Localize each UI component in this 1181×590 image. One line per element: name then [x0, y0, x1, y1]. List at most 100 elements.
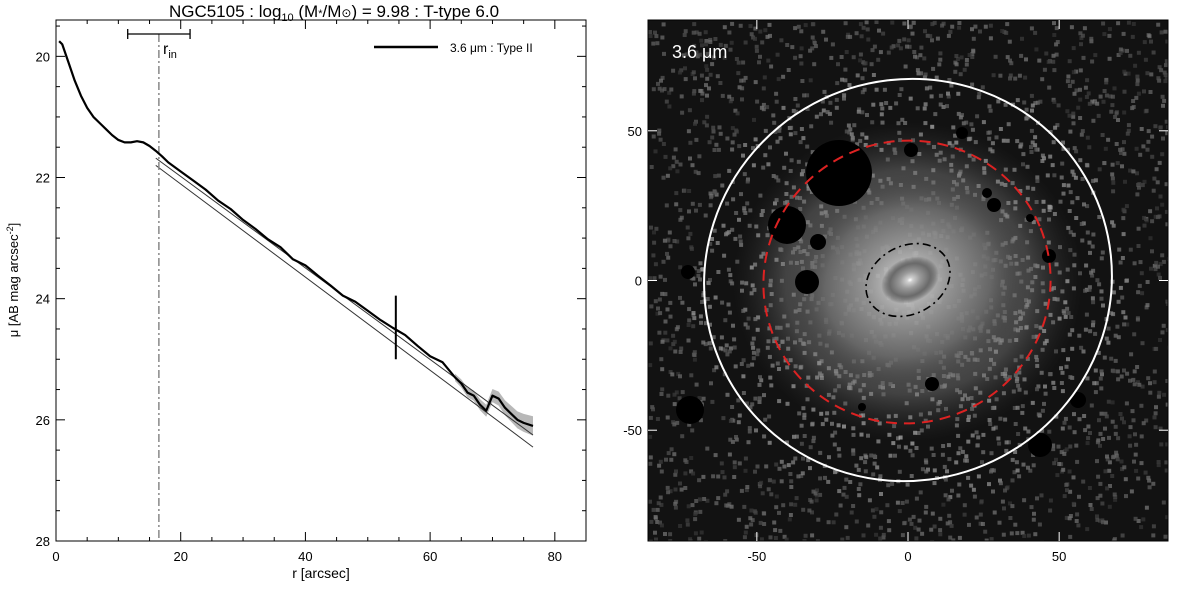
- noise-pixel: [686, 236, 691, 241]
- noise-pixel: [766, 58, 771, 63]
- noise-pixel: [1085, 230, 1090, 235]
- noise-pixel: [704, 39, 709, 43]
- noise-pixel: [894, 101, 899, 106]
- noise-pixel: [695, 54, 700, 59]
- noise-pixel: [1054, 26, 1059, 31]
- noise-pixel: [694, 499, 699, 503]
- noise-pixel: [729, 346, 733, 351]
- noise-pixel: [1085, 376, 1090, 381]
- noise-pixel: [829, 55, 834, 60]
- noise-pixel: [976, 474, 981, 479]
- mask-circle: [1026, 214, 1034, 222]
- noise-pixel: [1160, 330, 1165, 335]
- noise-pixel: [1088, 250, 1092, 255]
- noise-pixel: [648, 461, 653, 466]
- noise-pixel: [801, 456, 805, 461]
- noise-pixel: [947, 513, 952, 518]
- noise-pixel: [820, 99, 825, 104]
- noise-pixel: [1015, 98, 1020, 103]
- noise-pixel: [749, 508, 754, 513]
- noise-pixel: [956, 493, 961, 498]
- noise-pixel: [880, 106, 885, 111]
- noise-pixel: [987, 104, 992, 109]
- noise-pixel: [1033, 143, 1038, 148]
- noise-pixel: [762, 511, 767, 516]
- noise-pixel: [816, 517, 821, 522]
- noise-pixel: [690, 428, 695, 433]
- noise-pixel: [1159, 68, 1164, 73]
- noise-pixel: [1103, 469, 1108, 474]
- noise-pixel: [1092, 381, 1097, 386]
- noise-pixel: [1156, 272, 1161, 277]
- noise-pixel: [708, 203, 713, 208]
- noise-pixel: [881, 532, 886, 537]
- noise-pixel: [1139, 461, 1144, 466]
- noise-pixel: [720, 470, 725, 475]
- noise-pixel: [1086, 91, 1091, 96]
- noise-pixel: [842, 96, 846, 101]
- noise-pixel: [1114, 453, 1119, 458]
- noise-pixel: [1097, 215, 1102, 219]
- noise-pixel: [897, 38, 902, 43]
- noise-pixel: [691, 471, 696, 476]
- noise-pixel: [1078, 97, 1083, 102]
- noise-pixel: [1030, 400, 1035, 405]
- noise-pixel: [742, 208, 747, 213]
- noise-pixel: [758, 29, 763, 34]
- noise-pixel: [1061, 146, 1066, 151]
- noise-pixel: [727, 30, 732, 35]
- noise-pixel: [739, 362, 744, 366]
- noise-pixel: [708, 72, 713, 77]
- noise-pixel: [1125, 278, 1129, 283]
- noise-pixel: [1071, 121, 1076, 126]
- noise-pixel: [1165, 402, 1168, 407]
- noise-pixel: [931, 453, 936, 457]
- noise-pixel: [663, 154, 668, 159]
- noise-pixel: [1029, 93, 1034, 98]
- noise-pixel: [1040, 408, 1045, 413]
- noise-pixel: [705, 114, 710, 119]
- noise-pixel: [1083, 327, 1088, 332]
- noise-pixel: [1068, 444, 1073, 449]
- noise-pixel: [769, 383, 774, 388]
- noise-pixel: [1013, 450, 1018, 454]
- noise-pixel: [1161, 259, 1166, 264]
- noise-pixel: [651, 507, 656, 512]
- noise-pixel: [1120, 147, 1125, 152]
- noise-pixel: [1102, 355, 1107, 360]
- noise-pixel: [1095, 440, 1100, 445]
- noise-pixel: [1116, 436, 1121, 441]
- noise-pixel: [674, 159, 679, 164]
- noise-pixel: [802, 93, 807, 98]
- noise-pixel: [949, 523, 954, 528]
- noise-pixel: [907, 44, 912, 49]
- noise-pixel: [989, 537, 994, 541]
- noise-pixel: [793, 456, 798, 461]
- noise-pixel: [1089, 507, 1094, 511]
- noise-pixel: [879, 112, 884, 117]
- noise-pixel: [1133, 432, 1137, 437]
- noise-pixel: [1136, 244, 1141, 248]
- noise-pixel: [900, 501, 905, 505]
- noise-pixel: [1159, 442, 1164, 447]
- noise-pixel: [1043, 391, 1048, 396]
- noise-pixel: [954, 54, 959, 58]
- profile-plot-frame: [55, 19, 587, 542]
- noise-pixel: [649, 304, 654, 309]
- noise-pixel: [1126, 128, 1131, 133]
- noise-pixel: [1132, 382, 1137, 387]
- noise-pixel: [1114, 450, 1119, 455]
- noise-pixel: [1074, 88, 1079, 93]
- noise-pixel: [989, 469, 993, 474]
- noise-pixel: [1079, 222, 1084, 226]
- noise-pixel: [767, 478, 772, 483]
- noise-pixel: [814, 114, 819, 119]
- noise-pixel: [930, 22, 935, 27]
- noise-pixel: [1004, 448, 1009, 453]
- noise-pixel: [1087, 285, 1092, 290]
- noise-pixel: [1110, 220, 1115, 225]
- noise-pixel: [1164, 75, 1168, 80]
- noise-pixel: [1135, 365, 1140, 369]
- noise-pixel: [854, 31, 859, 36]
- noise-pixel: [672, 422, 677, 427]
